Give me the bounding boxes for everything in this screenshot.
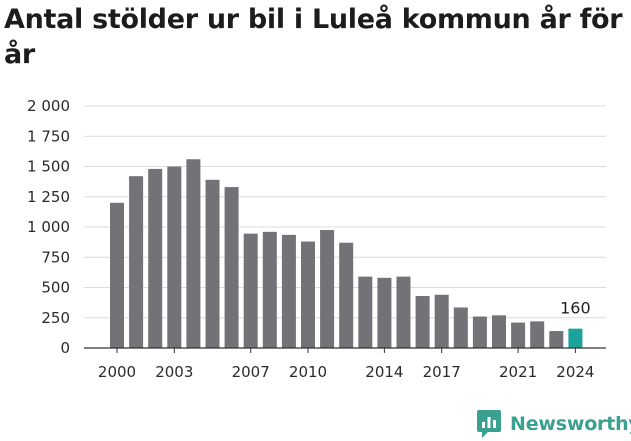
x-tick-label: 2017 xyxy=(423,363,461,381)
bar-2021 xyxy=(511,322,526,348)
x-axis-ticks: 2000 2003 2007 2010 2014 2017 2021 2024 xyxy=(98,348,594,381)
y-axis-ticks: 0 250 500 750 1 000 1 250 1 500 1 750 2 000 xyxy=(27,97,70,357)
y-tick-label: 1 500 xyxy=(27,158,70,176)
bar-2023 xyxy=(549,331,564,348)
bars xyxy=(84,159,606,349)
data-labels: 160 xyxy=(560,299,591,318)
y-tick-label: 1 750 xyxy=(27,127,70,145)
bar-2009 xyxy=(281,234,296,348)
x-tick-label: 2024 xyxy=(556,363,594,381)
y-tick-label: 1 000 xyxy=(27,218,70,236)
bar-2016 xyxy=(415,295,430,348)
bar-2014 xyxy=(377,277,392,348)
bar-2010 xyxy=(301,241,315,348)
bar-2017 xyxy=(434,294,449,348)
bar-2024 xyxy=(568,328,583,348)
bar-2012 xyxy=(339,242,354,348)
bar-2008 xyxy=(262,231,277,348)
chart-title: Antal stölder ur bil i Luleå kommun år f… xyxy=(4,4,623,70)
bar-2011 xyxy=(320,230,335,348)
bar-2002 xyxy=(148,168,163,348)
data-label: 160 xyxy=(560,299,591,318)
bar-2022 xyxy=(530,321,545,348)
y-tick-label: 500 xyxy=(41,279,70,297)
bar-2020 xyxy=(492,315,506,348)
bar-2005 xyxy=(205,179,220,348)
x-tick-label: 2010 xyxy=(289,363,327,381)
x-tick-label: 2007 xyxy=(232,363,270,381)
x-tick-label: 2021 xyxy=(499,363,537,381)
bar-2006 xyxy=(224,187,239,348)
bar-2004 xyxy=(186,159,201,348)
y-tick-label: 1 250 xyxy=(27,188,70,206)
newsworthy-logo: Newsworthy xyxy=(476,407,631,441)
y-tick-label: 250 xyxy=(41,309,70,327)
y-tick-label: 2 000 xyxy=(27,97,70,115)
bar-2019 xyxy=(472,316,487,348)
x-tick-label: 2003 xyxy=(155,363,193,381)
bar-2000 xyxy=(110,202,124,348)
bar-2013 xyxy=(358,276,373,348)
bar-2003 xyxy=(167,166,182,348)
bar-2018 xyxy=(453,307,468,348)
y-tick-label: 0 xyxy=(60,339,70,357)
bar-2001 xyxy=(129,176,144,348)
bar-2015 xyxy=(396,276,411,348)
brand-name: Newsworthy xyxy=(510,413,631,435)
newsworthy-chat-bars-icon xyxy=(477,410,501,438)
y-tick-label: 750 xyxy=(41,248,70,266)
x-tick-label: 2014 xyxy=(365,363,403,381)
bar-2007 xyxy=(243,233,258,348)
x-tick-label: 2000 xyxy=(98,363,136,381)
